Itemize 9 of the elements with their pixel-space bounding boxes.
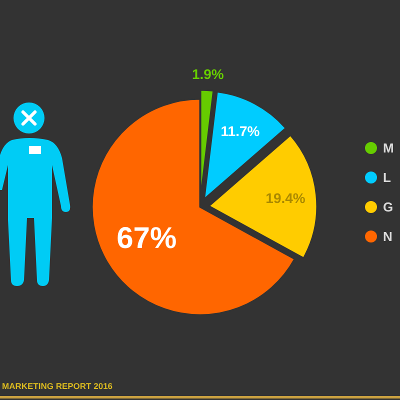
legend-label: M (383, 140, 394, 156)
legend-label: N (383, 229, 392, 244)
legend-label: L (383, 170, 391, 185)
data-label: 11.7% (220, 122, 260, 139)
text: MARKETING REPORT 2016 (2, 381, 113, 391)
data-label: 1.9% (192, 66, 224, 82)
data-label: 67% (116, 222, 177, 256)
legend-label: G (383, 200, 394, 214)
data-label: 19.4% (266, 190, 306, 206)
